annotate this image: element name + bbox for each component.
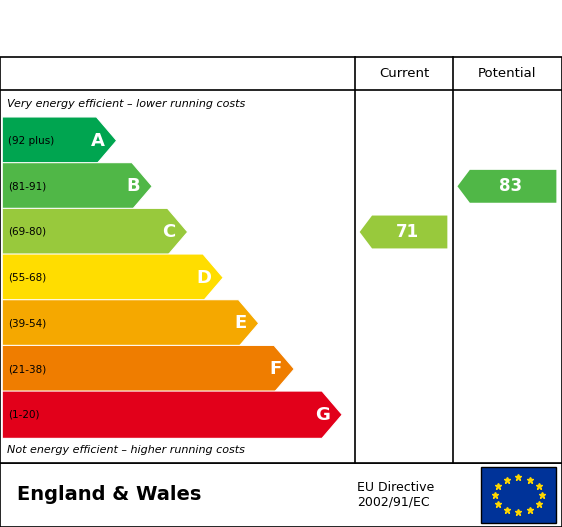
Polygon shape: [360, 216, 447, 248]
Text: D: D: [196, 269, 211, 287]
Text: (1-20): (1-20): [8, 409, 40, 419]
Text: (81-91): (81-91): [8, 181, 47, 191]
Text: Current: Current: [379, 67, 429, 80]
Text: (39-54): (39-54): [8, 318, 47, 328]
Text: Not energy efficient – higher running costs: Not energy efficient – higher running co…: [7, 445, 244, 455]
Polygon shape: [457, 170, 556, 203]
Polygon shape: [2, 254, 223, 301]
Polygon shape: [2, 345, 294, 393]
Text: England & Wales: England & Wales: [17, 485, 201, 504]
Text: Potential: Potential: [478, 67, 537, 80]
Bar: [481, 466, 556, 523]
Polygon shape: [2, 208, 188, 256]
Text: (69-80): (69-80): [8, 227, 47, 237]
Text: F: F: [270, 360, 282, 378]
Text: B: B: [126, 177, 140, 196]
Text: G: G: [315, 406, 330, 424]
Text: (92 plus): (92 plus): [8, 135, 55, 145]
Text: 71: 71: [396, 223, 419, 241]
Polygon shape: [2, 163, 152, 210]
Text: E: E: [234, 314, 247, 333]
Text: Very energy efficient – lower running costs: Very energy efficient – lower running co…: [7, 99, 245, 109]
Polygon shape: [2, 300, 259, 347]
Text: EU Directive
2002/91/EC: EU Directive 2002/91/EC: [357, 481, 434, 509]
Text: (21-38): (21-38): [8, 364, 47, 374]
Text: (55-68): (55-68): [8, 272, 47, 282]
Text: 83: 83: [499, 177, 522, 196]
Text: Energy Efficiency Rating: Energy Efficiency Rating: [17, 18, 324, 38]
Polygon shape: [2, 391, 342, 438]
Polygon shape: [2, 117, 117, 164]
Text: A: A: [90, 132, 105, 150]
Text: C: C: [162, 223, 175, 241]
